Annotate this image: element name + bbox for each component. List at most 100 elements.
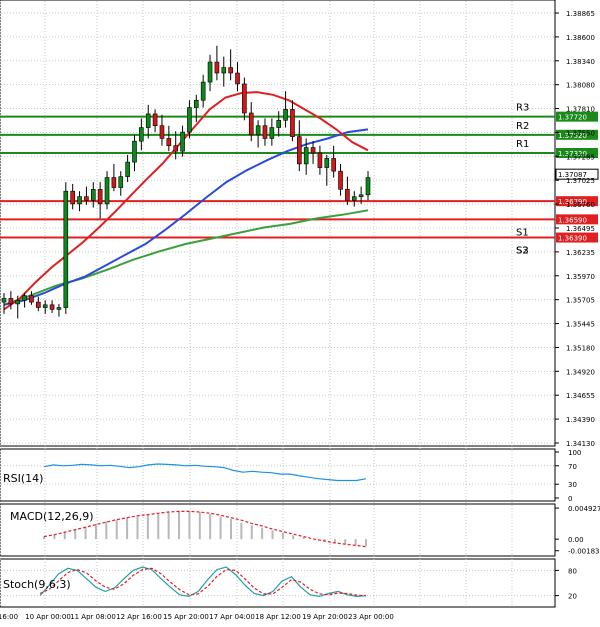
candle-body: [97, 189, 103, 205]
candle-body: [345, 189, 350, 201]
level-price-label: 1.36590: [558, 216, 587, 224]
last-price-box: [555, 168, 599, 180]
level-name-label: R3: [516, 103, 529, 114]
y-tick-label: 1.36760: [566, 201, 595, 209]
candle-body: [358, 194, 364, 197]
y-tick-label: 1.37810: [566, 106, 595, 114]
y-tick-label: 1.34130: [566, 440, 595, 448]
x-tick-label: 10 Apr 00:00: [25, 613, 71, 621]
candle-body: [8, 298, 14, 305]
candle-body: [84, 196, 89, 201]
candle-body: [139, 127, 144, 142]
x-tick-label: 11 Apr 08:00: [70, 613, 116, 621]
candle-body: [351, 196, 357, 201]
candle-body: [77, 196, 82, 205]
y-tick-label: 1.36235: [566, 249, 595, 257]
y-tick-label: 0.004927: [568, 505, 600, 513]
y-tick-label: 70: [568, 463, 577, 471]
level-price-box: [556, 111, 598, 122]
y-tick-label: 1.35970: [566, 273, 595, 281]
candle-body: [166, 138, 172, 147]
y-tick-label: 1.37025: [566, 177, 595, 185]
level-price-label: 1.37320: [558, 150, 587, 158]
candle-body: [248, 112, 254, 136]
macd-signal-line: [43, 510, 367, 548]
candle-body: [207, 61, 213, 83]
y-tick-label: 1.37285: [566, 153, 595, 161]
candle-body: [331, 158, 336, 172]
candle-body: [173, 145, 178, 152]
level-price-box: [556, 214, 598, 225]
x-tick-label: 18 Apr 12:00: [255, 613, 301, 621]
y-tick-label: 100: [568, 449, 581, 457]
stoch-k-line: [39, 566, 367, 598]
candle-body: [283, 109, 288, 121]
candle-body: [262, 125, 268, 139]
candle-body: [104, 177, 110, 205]
candle-body: [111, 177, 117, 188]
candle-body: [159, 125, 165, 139]
candle-body: [180, 131, 185, 152]
candle-body: [290, 109, 295, 137]
level-name-label: S2: [516, 246, 529, 257]
candle-body: [42, 304, 48, 308]
candle-body: [297, 136, 302, 165]
candle-body: [324, 158, 330, 168]
candle-body: [317, 152, 323, 168]
y-tick-label: 1.37550: [566, 129, 595, 137]
candle-body: [269, 127, 275, 139]
level-price-box: [556, 148, 598, 158]
y-tick-label: 1.34920: [566, 368, 595, 376]
candle-body: [49, 304, 55, 310]
candle-body: [303, 147, 309, 165]
rsi-panel-frame: [0, 448, 556, 502]
candle-body: [63, 190, 69, 308]
candle-body: [15, 299, 21, 305]
candle-body: [29, 295, 34, 303]
candle-body: [228, 67, 233, 74]
level-price-label: 1.36390: [558, 235, 587, 243]
level-price-label: 1.37720: [558, 114, 587, 122]
candle-body: [1, 298, 7, 303]
level-name-label: R2: [516, 121, 529, 132]
candle-body: [187, 107, 192, 133]
candle-body: [125, 161, 130, 177]
y-tick-label: 1.38080: [566, 82, 595, 90]
level-name-label: S3: [516, 246, 529, 257]
y-tick-label: -0.001836: [568, 548, 600, 556]
x-tick-label: 23 Apr 00:00: [348, 613, 394, 621]
y-tick-label: 80: [568, 567, 577, 575]
y-tick-label: 20: [568, 593, 577, 601]
macd-title: MACD(12,26,9): [10, 510, 94, 523]
level-price-label: 1.36790: [558, 198, 587, 206]
main-panel-frame: [0, 0, 556, 447]
x-tick-label: 16:00: [0, 613, 18, 621]
candle-body: [310, 147, 316, 154]
y-tick-label: 1.34390: [566, 416, 595, 424]
candle-body: [22, 295, 27, 301]
candle-body: [242, 83, 247, 114]
candle-body: [255, 125, 261, 136]
rsi-line: [43, 463, 367, 482]
candle-body: [56, 307, 62, 310]
level-name-label: S1: [516, 227, 529, 238]
candle-body: [200, 81, 206, 101]
rsi-title: RSI(14): [3, 472, 43, 485]
x-tick-label: 19 Apr 20:00: [302, 613, 348, 621]
y-tick-label: 1.36495: [566, 225, 595, 233]
level-name-label: R1: [516, 139, 529, 150]
candle-body: [235, 72, 240, 85]
last-price-label: 1.37087: [558, 171, 587, 179]
candle-body: [276, 119, 282, 128]
candle-body: [365, 177, 371, 196]
x-tick-label: 12 Apr 16:00: [116, 613, 162, 621]
y-tick-label: 1.38600: [566, 34, 595, 42]
y-tick-label: 1.35705: [566, 297, 595, 305]
level-price-label: 1.37520: [558, 132, 587, 140]
candle-body: [152, 113, 158, 127]
candle-body: [132, 140, 137, 163]
candle-body: [90, 189, 96, 201]
y-tick-label: 0: [568, 495, 572, 503]
